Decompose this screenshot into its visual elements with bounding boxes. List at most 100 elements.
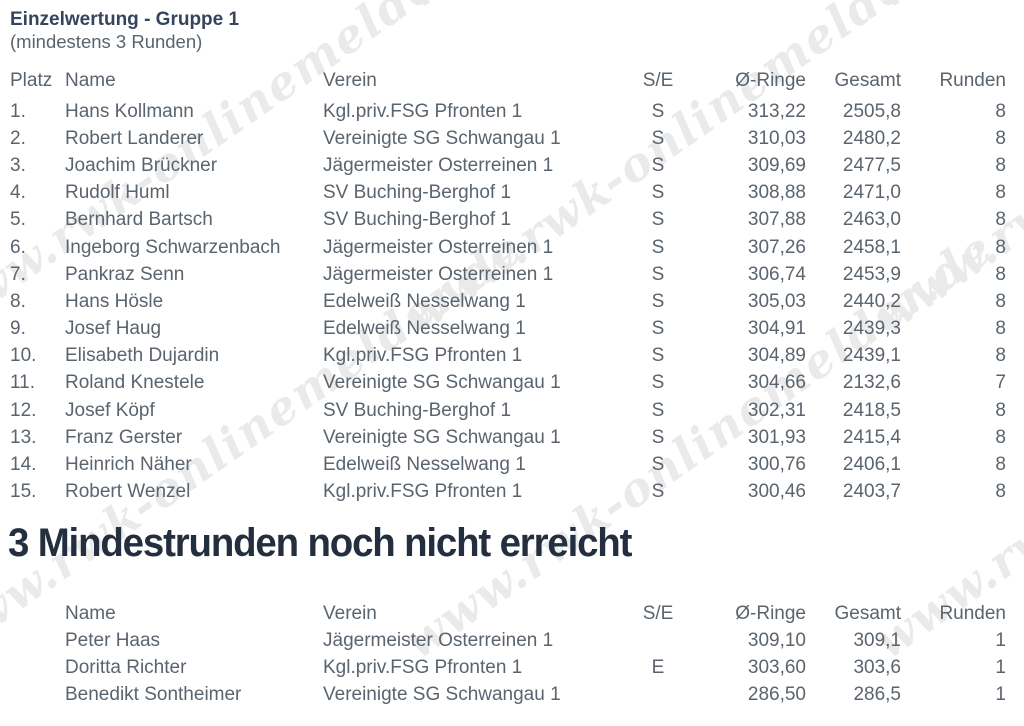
cell-ringe: 309,10	[747, 629, 806, 651]
cell-ringe: 304,66	[747, 372, 806, 394]
cell-verein: Edelweiß Nesselwang 1	[323, 290, 526, 312]
col-header-ringe: Ø-Ringe	[735, 602, 806, 624]
cell-gesamt: 2415,4	[842, 426, 901, 448]
pending-section-heading: 3 Mindestrunden noch nicht erreicht	[8, 521, 632, 565]
cell-ringe: 307,26	[747, 236, 806, 258]
cell-verein: Jägermeister Osterreinen 1	[323, 629, 554, 651]
table-row: 14. Heinrich Näher Edelweiß Nesselwang 1…	[10, 451, 1006, 478]
cell-runden: 8	[995, 127, 1006, 149]
cell-platz: 10.	[10, 345, 37, 367]
cell-verein: Jägermeister Osterreinen 1	[323, 263, 554, 285]
cell-se: S	[651, 345, 665, 367]
table-row: 3. Joachim Brückner Jägermeister Osterre…	[10, 152, 1006, 179]
cell-se: S	[651, 100, 665, 122]
cell-runden: 8	[995, 318, 1006, 340]
cell-platz: 11.	[10, 372, 36, 394]
cell-verein: SV Buching-Berghof 1	[323, 182, 512, 204]
cell-platz: 3.	[10, 154, 26, 176]
cell-platz: 15.	[10, 481, 37, 503]
cell-se	[613, 681, 703, 708]
table-row: Doritta Richter Kgl.priv.FSG Pfronten 1 …	[65, 654, 1006, 681]
cell-runden: 7	[995, 372, 1006, 394]
cell-platz: 1.	[10, 100, 26, 122]
table-row: 5. Bernhard Bartsch SV Buching-Berghof 1…	[10, 207, 1006, 234]
col-header-gesamt: Gesamt	[834, 602, 901, 624]
col-header-verein: Verein	[323, 602, 377, 624]
cell-gesamt: 2471,0	[842, 182, 901, 204]
page-title: Einzelwertung - Gruppe 1	[10, 9, 240, 30]
table-row: Benedikt Sontheimer Vereinigte SG Schwan…	[65, 681, 1006, 708]
table-row: Peter Haas Jägermeister Osterreinen 1 30…	[65, 627, 1006, 654]
col-header-name: Name	[65, 70, 116, 91]
col-header-runden: Runden	[939, 70, 1006, 91]
table-row: 13. Franz Gerster Vereinigte SG Schwanga…	[10, 424, 1006, 451]
cell-verein: Kgl.priv.FSG Pfronten 1	[323, 656, 523, 678]
cell-se: S	[651, 182, 665, 204]
col-header-ringe: Ø-Ringe	[735, 70, 806, 91]
cell-se: S	[651, 263, 665, 285]
table-row: 7. Pankraz Senn Jägermeister Osterreinen…	[10, 261, 1006, 288]
table-row: 8. Hans Hösle Edelweiß Nesselwang 1 S 30…	[10, 288, 1006, 315]
cell-ringe: 300,76	[747, 454, 806, 476]
cell-ringe: 301,93	[747, 426, 806, 448]
cell-se: S	[651, 236, 665, 258]
results-header-row: Platz Name Verein S/E Ø-Ringe Gesamt Run…	[10, 64, 1006, 98]
cell-name: Doritta Richter	[65, 656, 187, 678]
cell-platz: 13.	[10, 426, 37, 448]
cell-name: Robert Wenzel	[65, 481, 191, 503]
cell-name: Hans Hösle	[65, 290, 164, 312]
cell-runden: 1	[995, 629, 1006, 651]
cell-ringe: 305,03	[747, 290, 806, 312]
cell-runden: 8	[995, 454, 1006, 476]
cell-platz: 5.	[10, 209, 26, 231]
cell-gesamt: 2403,7	[842, 481, 901, 503]
cell-name: Roland Knestele	[65, 372, 205, 394]
cell-name: Pankraz Senn	[65, 263, 185, 285]
cell-ringe: 309,69	[747, 154, 806, 176]
cell-gesamt: 2406,1	[842, 454, 901, 476]
cell-runden: 1	[995, 683, 1006, 705]
table-row: 6. Ingeborg Schwarzenbach Jägermeister O…	[10, 234, 1006, 261]
cell-se: S	[651, 154, 665, 176]
cell-name: Benedikt Sontheimer	[65, 683, 242, 705]
cell-gesamt: 286,5	[853, 683, 901, 705]
cell-se: S	[651, 399, 665, 421]
cell-runden: 8	[995, 290, 1006, 312]
cell-name: Josef Köpf	[65, 399, 155, 421]
cell-gesamt: 2480,2	[842, 127, 901, 149]
cell-verein: Jägermeister Osterreinen 1	[323, 236, 554, 258]
cell-gesamt: 2453,9	[842, 263, 901, 285]
page-subtitle: (mindestens 3 Runden)	[10, 31, 203, 52]
table-row: 10. Elisabeth Dujardin Kgl.priv.FSG Pfro…	[10, 343, 1006, 370]
col-header-verein: Verein	[323, 70, 377, 91]
cell-ringe: 304,89	[747, 345, 806, 367]
cell-verein: Kgl.priv.FSG Pfronten 1	[323, 481, 523, 503]
cell-gesamt: 2439,1	[842, 345, 901, 367]
cell-gesamt: 2463,0	[842, 209, 901, 231]
cell-name: Joachim Brückner	[65, 154, 218, 176]
cell-gesamt: 309,1	[853, 629, 901, 651]
table-row: 11. Roland Knestele Vereinigte SG Schwan…	[10, 370, 1006, 397]
cell-runden: 8	[995, 481, 1006, 503]
cell-name: Elisabeth Dujardin	[65, 345, 220, 367]
cell-runden: 8	[995, 154, 1006, 176]
cell-ringe: 313,22	[747, 100, 806, 122]
cell-gesamt: 2418,5	[842, 399, 901, 421]
cell-runden: 8	[995, 100, 1006, 122]
pending-table: Name Verein S/E Ø-Ringe Gesamt Runden Pe…	[65, 600, 1006, 709]
cell-runden: 1	[995, 656, 1006, 678]
cell-runden: 8	[995, 426, 1006, 448]
cell-platz: 4.	[10, 182, 26, 204]
col-header-se: S/E	[642, 602, 674, 624]
cell-platz: 9.	[10, 318, 26, 340]
cell-name: Ingeborg Schwarzenbach	[65, 236, 281, 258]
cell-runden: 8	[995, 236, 1006, 258]
cell-verein: Kgl.priv.FSG Pfronten 1	[323, 345, 523, 367]
cell-se: S	[651, 454, 665, 476]
col-header-se: S/E	[642, 70, 674, 91]
table-row: 12. Josef Köpf SV Buching-Berghof 1 S 30…	[10, 397, 1006, 424]
pending-header-row: Name Verein S/E Ø-Ringe Gesamt Runden	[65, 600, 1006, 627]
cell-name: Heinrich Näher	[65, 454, 192, 476]
